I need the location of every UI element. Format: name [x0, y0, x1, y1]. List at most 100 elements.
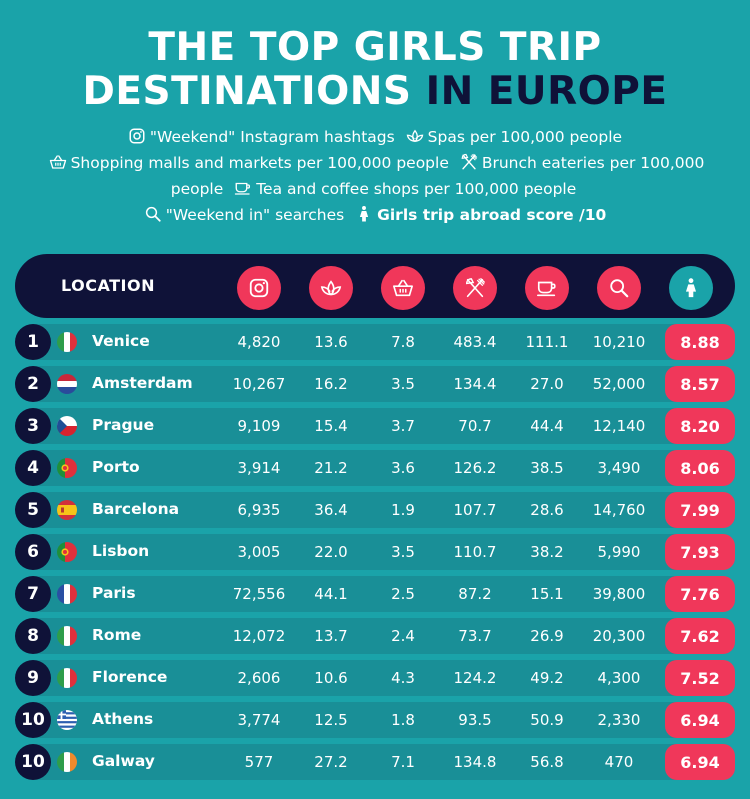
cell-tea: 28.6: [530, 501, 564, 519]
cell-searches: 5,990: [597, 543, 641, 561]
cell-brunch: 110.7: [453, 543, 497, 561]
cell-searches: 12,140: [592, 417, 646, 435]
score-badge: 8.06: [665, 450, 735, 486]
table-row: 1 Venice 4,820 13.6 7.8 483.4 111.1 10,210 8.88: [15, 324, 735, 360]
score-badge: 6.94: [665, 702, 735, 738]
cell-malls: 3.6: [391, 459, 415, 477]
cell-brunch: 70.7: [458, 417, 492, 435]
legend-label-instagram: "Weekend" Instagram hashtags: [149, 128, 395, 146]
score-badge: 8.57: [665, 366, 735, 402]
cell-brunch: 87.2: [458, 585, 492, 603]
row-band: [33, 450, 717, 486]
legend-item-score: Girls trip abroad score /10: [355, 206, 606, 224]
france-flag-icon: [57, 584, 77, 604]
title-line-2-dark: IN EUROPE: [425, 69, 668, 114]
city-name: Galway: [92, 752, 155, 770]
cell-searches: 39,800: [592, 585, 646, 603]
legend-item-brunch: Brunch eateries per 100,000 people: [171, 154, 704, 198]
row-band: [33, 492, 717, 528]
score-badge: 8.88: [665, 324, 735, 360]
cell-brunch: 107.7: [453, 501, 497, 519]
city-name: Amsterdam: [92, 374, 193, 392]
rank-badge: 8: [15, 618, 51, 654]
city-name: Barcelona: [92, 500, 180, 518]
rank-badge: 7: [15, 576, 51, 612]
table-row: 6 Lisbon 3,005 22.0 3.5 110.7 38.2 5,990 7.93: [15, 534, 735, 570]
cell-searches: 14,760: [592, 501, 646, 519]
cup-icon: [234, 179, 252, 197]
row-band: [33, 366, 717, 402]
page-title: THE TOP GIRLS TRIP DESTINATIONS IN EUROP…: [0, 26, 750, 114]
legend-item-searches: "Weekend in" searches: [144, 206, 344, 224]
cell-malls: 2.5: [391, 585, 415, 603]
city-name: Venice: [92, 332, 150, 350]
cutlery-icon: [453, 266, 497, 310]
table-row: 4 Porto 3,914 21.2 3.6 126.2 38.5 3,490 8.06: [15, 450, 735, 486]
portugal-flag-icon: [57, 542, 77, 562]
cell-brunch: 124.2: [453, 669, 497, 687]
legend-label-tea: Tea and coffee shops per 100,000 people: [256, 180, 577, 198]
score-badge: 7.62: [665, 618, 735, 654]
city-name: Lisbon: [92, 542, 150, 560]
italy-flag-icon: [57, 626, 77, 646]
row-band: [33, 576, 717, 612]
cell-spas: 13.6: [314, 333, 348, 351]
cell-spas: 22.0: [314, 543, 348, 561]
score-badge: 7.76: [665, 576, 735, 612]
cell-malls: 3.5: [391, 543, 415, 561]
row-band: [33, 702, 717, 738]
rank-badge: 3: [15, 408, 51, 444]
legend-label-searches: "Weekend in" searches: [165, 206, 345, 224]
cell-tea: 56.8: [530, 753, 564, 771]
cell-malls: 3.7: [391, 417, 415, 435]
row-band: [33, 744, 717, 780]
basket-icon: [49, 153, 67, 171]
czech-flag-icon: [57, 416, 77, 436]
portugal-flag-icon: [57, 458, 77, 478]
cell-spas: 15.4: [314, 417, 348, 435]
rank-badge: 4: [15, 450, 51, 486]
table-row: 7 Paris 72,556 44.1 2.5 87.2 15.1 39,800 7.76: [15, 576, 735, 612]
title-line-2: DESTINATIONS IN EUROPE: [0, 70, 750, 114]
netherlands-flag-icon: [57, 374, 77, 394]
cell-spas: 21.2: [314, 459, 348, 477]
score-badge: 6.94: [665, 744, 735, 780]
cell-malls: 1.9: [391, 501, 415, 519]
cell-brunch: 134.4: [453, 375, 497, 393]
cell-malls: 1.8: [391, 711, 415, 729]
basket-icon: [381, 266, 425, 310]
row-band: [33, 618, 717, 654]
table-row: 10 Galway 577 27.2 7.1 134.8 56.8 470 6.94: [15, 744, 735, 780]
legend-line-2: Shopping malls and markets per 100,000 p…: [20, 150, 730, 202]
cell-brunch: 93.5: [458, 711, 492, 729]
title-line-2-white: DESTINATIONS: [82, 69, 412, 114]
city-name: Athens: [92, 710, 154, 728]
legend-item-tea: Tea and coffee shops per 100,000 people: [234, 180, 576, 198]
legend-label-score: Girls trip abroad score /10: [377, 206, 607, 224]
cell-spas: 27.2: [314, 753, 348, 771]
cell-instagram: 6,935: [237, 501, 281, 519]
cell-malls: 3.5: [391, 375, 415, 393]
cell-tea: 44.4: [530, 417, 564, 435]
legend-label-malls: Shopping malls and markets per 100,000 p…: [70, 154, 449, 172]
cup-icon: [525, 266, 569, 310]
legend: "Weekend" Instagram hashtags Spas per 10…: [20, 124, 730, 228]
cell-spas: 10.6: [314, 669, 348, 687]
cell-instagram: 2,606: [237, 669, 281, 687]
table-row: 10 Athens 3,774 12.5 1.8 93.5 50.9 2,330 6.94: [15, 702, 735, 738]
cell-malls: 2.4: [391, 627, 415, 645]
cell-searches: 20,300: [592, 627, 646, 645]
row-band: [33, 324, 717, 360]
ireland-flag-icon: [57, 752, 77, 772]
spa-icon: [406, 127, 424, 145]
search-icon: [144, 205, 162, 223]
cell-instagram: 9,109: [237, 417, 281, 435]
italy-flag-icon: [57, 332, 77, 352]
table-row: 5 Barcelona 6,935 36.4 1.9 107.7 28.6 14,760 7.9…: [15, 492, 735, 528]
cell-tea: 49.2: [530, 669, 564, 687]
rank-badge: 5: [15, 492, 51, 528]
score-badge: 7.52: [665, 660, 735, 696]
cell-spas: 36.4: [314, 501, 348, 519]
row-band: [33, 408, 717, 444]
spain-flag-icon: [57, 500, 77, 520]
